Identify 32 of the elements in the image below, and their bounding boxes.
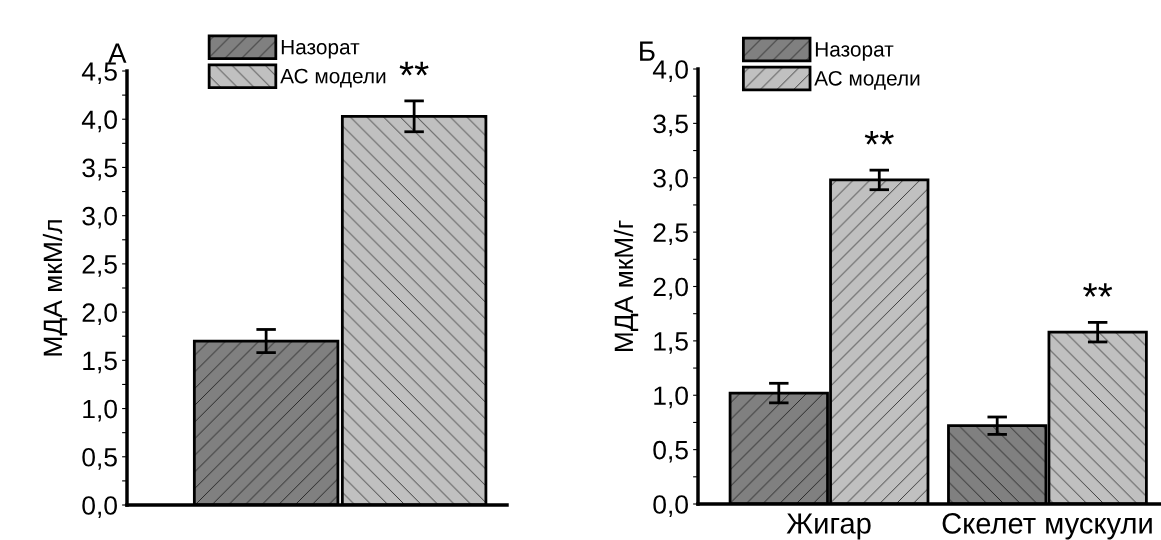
legend-label: Назорат [281,39,360,59]
y-tick-label: 1,0 [654,386,688,409]
legend-label: АС модели [280,68,386,88]
y-tick-label: 4,5 [81,62,117,84]
y-tick-label: 1,5 [654,332,688,354]
y-tick-label: 1,5 [83,351,117,374]
y-tick-label: 1,0 [83,399,117,422]
y-tick-label: 0,5 [653,440,688,463]
y-tick-label: 2,5 [82,255,117,277]
y-tick-label: 3,0 [653,168,688,191]
y-tick-label: 2,5 [653,223,688,246]
y-tick-label: 3,5 [653,114,688,137]
chart-title: Б [640,41,655,61]
y-axis-title: МДА мкМ/л [42,220,68,356]
legend-label: Назорат [815,42,894,61]
y-axis-title: МДА мкМ/г [613,220,639,352]
y-tick-label: 3,0 [82,206,117,229]
y-tick-label: 3,5 [82,158,117,181]
x-tick-label: Жигар [786,513,871,540]
y-tick-label: 2,0 [653,277,688,300]
legend-label: АС модели [814,70,920,90]
annotation: ** [399,61,429,76]
y-tick-label: 4,0 [652,60,688,82]
y-tick-label: 0,0 [82,496,117,518]
x-tick-label: Скелет мускули [942,513,1152,540]
y-tick-label: 4,0 [81,110,117,133]
chart-title: А [108,43,127,63]
y-tick-label: 0,5 [82,447,117,470]
y-tick-label: 2,0 [82,303,117,326]
y-tick-label: 0,0 [653,495,688,517]
annotation: ** [1083,283,1113,297]
annotation: ** [864,130,894,145]
